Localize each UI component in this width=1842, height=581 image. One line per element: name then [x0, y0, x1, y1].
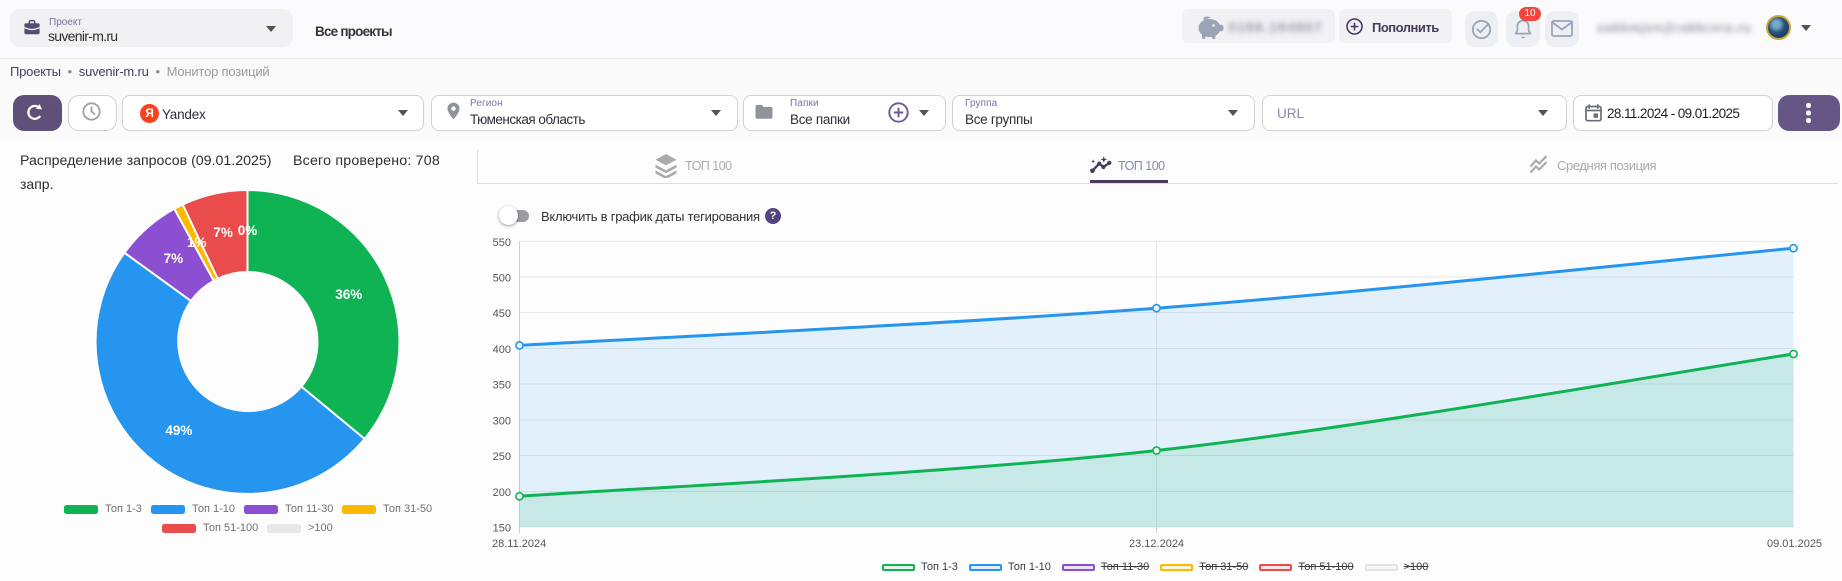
svg-text:550: 550	[493, 237, 511, 249]
svg-text:1%: 1%	[187, 235, 207, 250]
svg-text:7%: 7%	[213, 225, 233, 240]
svg-text:300: 300	[493, 416, 511, 428]
svg-text:36%: 36%	[335, 287, 362, 302]
svg-text:500: 500	[493, 273, 511, 285]
svg-text:7%: 7%	[164, 251, 184, 266]
svg-text:450: 450	[493, 308, 511, 320]
svg-text:28.11.2024: 28.11.2024	[492, 538, 546, 550]
svg-text:250: 250	[493, 451, 511, 463]
svg-text:150: 150	[493, 523, 511, 535]
svg-text:49%: 49%	[165, 423, 192, 438]
svg-text:09.01.2025: 09.01.2025	[1767, 538, 1822, 550]
svg-text:200: 200	[493, 487, 511, 499]
svg-text:23.12.2024: 23.12.2024	[1129, 538, 1184, 550]
svg-text:0%: 0%	[238, 223, 258, 238]
svg-text:400: 400	[493, 344, 511, 356]
svg-text:350: 350	[493, 380, 511, 392]
